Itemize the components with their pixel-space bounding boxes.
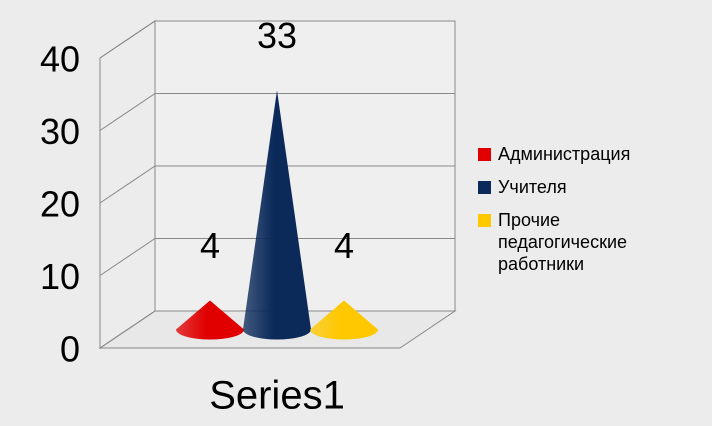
x-tick-label: Series1 bbox=[209, 374, 345, 418]
legend-label: Администрация bbox=[498, 144, 631, 164]
legend-swatch bbox=[478, 181, 491, 194]
data-label: 33 bbox=[257, 15, 297, 56]
grid-line bbox=[99, 93, 455, 131]
legend-entry: Учителя bbox=[478, 176, 678, 198]
y-tick-label: 10 bbox=[40, 256, 80, 297]
legend-label: Прочие педагогические работники bbox=[498, 210, 628, 274]
legend-label: Учителя bbox=[498, 177, 567, 197]
y-tick-label: 20 bbox=[40, 184, 80, 225]
legend-swatch bbox=[478, 148, 491, 161]
y-tick-label: 0 bbox=[60, 329, 80, 370]
grid-line bbox=[99, 20, 455, 59]
legend-entry: Прочие педагогические работники bbox=[478, 209, 678, 275]
legend-swatch bbox=[478, 214, 491, 227]
y-tick-label: 30 bbox=[40, 111, 80, 152]
legend-entry: Администрация bbox=[478, 143, 678, 165]
data-label: 4 bbox=[200, 225, 220, 266]
y-tick-label: 40 bbox=[40, 39, 80, 80]
data-label: 4 bbox=[334, 225, 354, 266]
cone bbox=[310, 300, 378, 340]
cone bbox=[176, 300, 244, 340]
grid-line bbox=[99, 165, 455, 204]
cone bbox=[243, 90, 311, 340]
grid-line bbox=[99, 238, 455, 276]
